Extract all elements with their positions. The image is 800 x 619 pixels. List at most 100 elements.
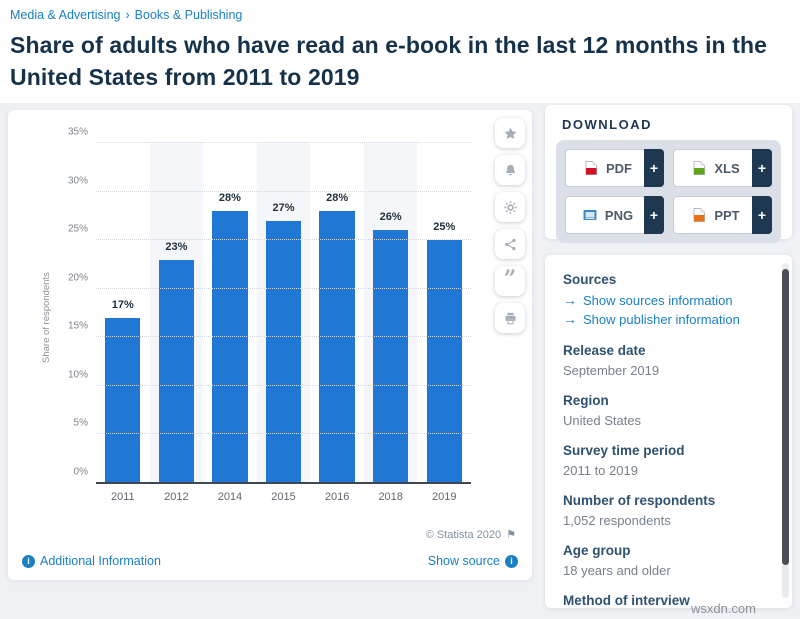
- detail-section: Age group 18 years and older: [563, 542, 764, 579]
- pdf-file-icon: [583, 160, 599, 176]
- plot-band-2012: 23%: [149, 143, 204, 483]
- download-png-button[interactable]: PNG +: [565, 196, 664, 234]
- download-plus-button[interactable]: +: [752, 149, 772, 187]
- quote-button[interactable]: ”: [495, 266, 525, 296]
- breadcrumb-link-books-publishing[interactable]: Books & Publishing: [134, 8, 243, 22]
- download-pdf-button[interactable]: PDF +: [565, 149, 664, 187]
- x-axis-line: [96, 482, 471, 484]
- bar-value-label: 25%: [433, 221, 456, 234]
- bar-2019: [426, 240, 462, 483]
- download-plus-button[interactable]: +: [752, 196, 772, 234]
- printer-icon: [503, 311, 518, 326]
- sources-link-label: Show publisher information: [583, 312, 740, 327]
- y-tick-label: 20%: [67, 272, 88, 284]
- plot-bands: 17% 23% 28% 27% 28% 26% 25%: [96, 143, 471, 483]
- gridline: [96, 239, 471, 241]
- detail-sections: Release date September 2019 Region United S…: [563, 342, 764, 608]
- sources-links: → Show sources information → Show publisher…: [563, 291, 764, 329]
- x-tick-label: 2015: [271, 491, 296, 503]
- additional-information-link[interactable]: i Additional Information: [22, 554, 161, 568]
- chart-plot: 17% 23% 28% 27% 28% 26% 25% 0% 5% 10% 15% 20% 25% 30…: [68, 127, 471, 484]
- star-button[interactable]: [495, 118, 525, 148]
- detail-value: 2011 to 2019: [563, 463, 638, 478]
- quote-icon: ”: [503, 266, 517, 292]
- y-axis-title: Share of respondents: [41, 272, 52, 363]
- download-plus-button[interactable]: +: [644, 149, 664, 187]
- png-file-icon: [582, 207, 598, 223]
- sources-section: Sources → Show sources information → Show p…: [563, 271, 764, 329]
- download-xls-button[interactable]: XLS +: [673, 149, 772, 187]
- gridline: [96, 287, 471, 289]
- plot-band-2019: 25%: [417, 143, 471, 483]
- download-ppt-button[interactable]: PPT +: [673, 196, 772, 234]
- sources-link-0[interactable]: → Show sources information: [563, 291, 764, 310]
- bar-value-label: 28%: [218, 192, 241, 204]
- sources-header: Sources: [563, 272, 617, 287]
- share-button[interactable]: [495, 229, 525, 259]
- bar-2016: [319, 211, 355, 483]
- gridline: [96, 384, 471, 386]
- breadcrumb-link-media-advertising[interactable]: Media & Advertising: [10, 8, 121, 22]
- download-plus-button[interactable]: +: [644, 196, 664, 234]
- breadcrumb-separator: ›: [125, 8, 130, 22]
- gear-icon: [503, 200, 518, 215]
- detail-label: Release date: [563, 343, 646, 358]
- bar-2015: [265, 220, 302, 483]
- y-tick-label: 10%: [67, 369, 88, 381]
- detail-label: Age group: [563, 543, 631, 558]
- y-tick-label: 5%: [73, 417, 88, 429]
- download-card: DOWNLOAD PDF + XLS + PNG + PPT +: [545, 105, 792, 243]
- gridline: [96, 336, 471, 338]
- download-button-label: PDF: [606, 160, 632, 176]
- bar-value-label: 27%: [272, 201, 295, 214]
- detail-section: Release date September 2019: [563, 342, 764, 379]
- sources-scrollbar-thumb[interactable]: [782, 269, 789, 565]
- x-axis-labels: 2011 2012 2014 2015 2016 2018 2019: [96, 491, 471, 503]
- xls-file-icon: [691, 160, 707, 176]
- ppt-file-icon: [691, 207, 707, 223]
- flag-icon: ⚑: [506, 529, 516, 541]
- chart-action-toolbar: ”: [495, 118, 525, 333]
- detail-value: 18 years and older: [563, 563, 671, 578]
- watermark: wsxdn.com: [690, 601, 756, 616]
- chart-card: Share of respondents 17% 23% 28% 27% 28% 26% 2…: [8, 110, 532, 580]
- x-tick-label: 2011: [110, 491, 135, 503]
- bell-button[interactable]: [495, 155, 525, 185]
- plot-band-2016: 28%: [310, 143, 364, 483]
- detail-label: Survey time period: [563, 443, 685, 458]
- credit-text: © Statista 2020: [425, 529, 502, 541]
- arrow-icon: →: [563, 292, 577, 308]
- download-button-label: PNG: [604, 207, 634, 223]
- info-icon: i: [505, 554, 518, 568]
- gridline: [96, 433, 471, 435]
- show-source-link[interactable]: Show source i: [428, 554, 518, 568]
- y-tick-label: 0%: [73, 466, 88, 478]
- plot-band-2015: 27%: [256, 143, 311, 483]
- detail-value: United States: [563, 413, 642, 428]
- y-tick-label: 30%: [67, 175, 88, 187]
- bar-value-label: 17%: [111, 298, 134, 311]
- main-content: Share of respondents 17% 23% 28% 27% 28% 26% 2…: [0, 103, 800, 619]
- chart-links-row: i Additional Information Show source i: [22, 554, 518, 568]
- sources-card: Sources → Show sources information → Show p…: [545, 255, 792, 608]
- additional-information-label: Additional Information: [40, 554, 161, 568]
- detail-label: Number of respondents: [563, 493, 716, 508]
- bar-value-label: 28%: [326, 192, 349, 204]
- download-panel: PDF + XLS + PNG + PPT +: [556, 140, 781, 243]
- x-tick-label: 2019: [432, 491, 457, 503]
- detail-section: Number of respondents 1,052 respondents: [563, 492, 764, 529]
- printer-button[interactable]: [495, 303, 525, 333]
- bar-2014: [212, 211, 248, 483]
- x-tick-label: 2014: [217, 491, 243, 503]
- download-button-label: XLS: [714, 160, 740, 176]
- statista-credit: © Statista 2020 ⚑: [426, 528, 516, 541]
- gear-button[interactable]: [495, 192, 525, 222]
- download-header: DOWNLOAD: [562, 117, 652, 132]
- x-tick-label: 2012: [164, 491, 189, 503]
- plot-band-2018: 26%: [363, 143, 418, 483]
- bar-2012: [158, 259, 195, 483]
- sources-link-1[interactable]: → Show publisher information: [563, 310, 764, 329]
- y-tick-label: 25%: [67, 223, 88, 235]
- sources-link-label: Show sources information: [583, 293, 733, 308]
- x-tick-label: 2016: [324, 491, 350, 503]
